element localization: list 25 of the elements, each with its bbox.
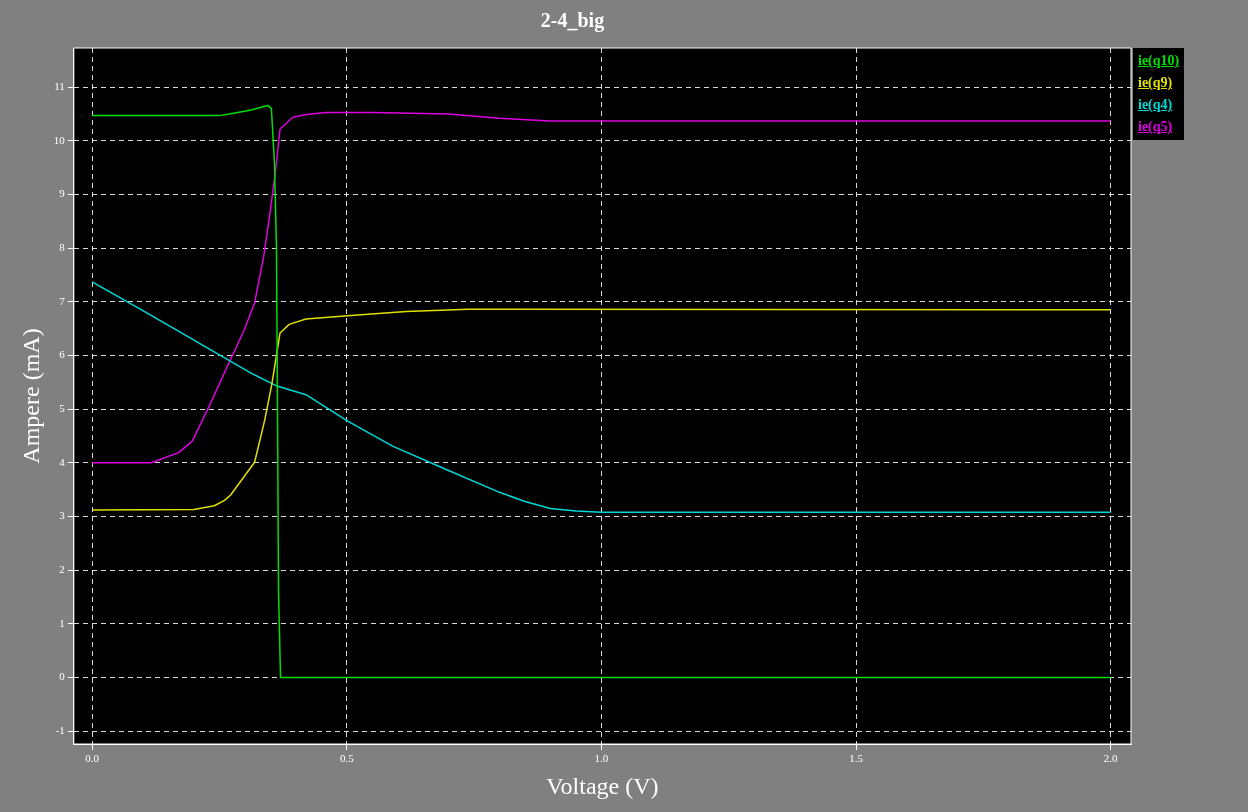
x-tick-label: 0.5	[339, 752, 355, 765]
series-label: ie(q5)	[1138, 118, 1174, 136]
y-tick-label: 7	[59, 294, 66, 307]
y-tick-label: 2	[59, 563, 65, 576]
y-tick-label: 10	[53, 133, 66, 146]
y-tick-label: 5	[59, 402, 66, 415]
y-tick-label: 9	[59, 187, 66, 200]
x-tick-label: 1.5	[849, 752, 864, 765]
y-tick-label: 0	[59, 670, 66, 683]
y-tick-label: 8	[59, 241, 66, 254]
y-tick-label: 11	[54, 80, 65, 93]
text: ie(q4)	[1138, 96, 1174, 114]
x-axis-title: Voltage (V)	[546, 772, 659, 799]
text: ie(q9)	[1138, 74, 1174, 92]
y-axis-title: Ampere (mA)	[17, 328, 44, 464]
y-tick-label: 6	[59, 348, 66, 361]
text: ie(q10)	[1138, 52, 1180, 70]
y-tick-label: 1	[59, 616, 65, 629]
x-tick-label: 2.0	[1103, 752, 1119, 765]
x-tick-label: 1.0	[594, 752, 609, 765]
chart-title: 2-4_big	[540, 9, 605, 33]
y-tick-label: 4	[59, 455, 66, 468]
x-tick-label: 0.0	[85, 752, 100, 765]
y-tick-label: -1	[55, 724, 65, 737]
y-tick-label: 3	[59, 509, 66, 522]
